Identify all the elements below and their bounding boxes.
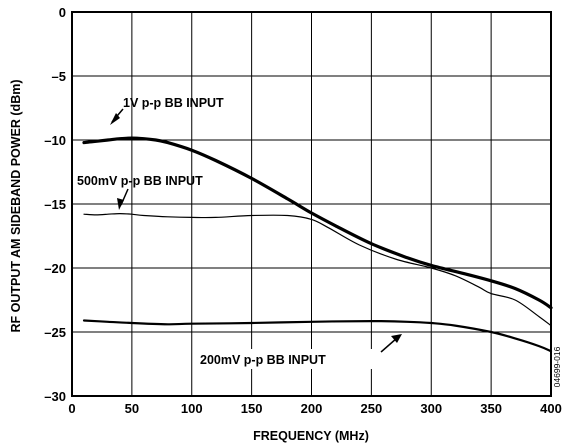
y-tick-label: –10 — [44, 133, 66, 148]
series-line-1 — [82, 136, 553, 310]
x-axis-title: FREQUENCY (MHz) — [253, 429, 369, 443]
x-tick-label: 100 — [181, 401, 203, 416]
annotation-arrow-200mv — [380, 337, 398, 353]
series-line-2 — [83, 213, 552, 327]
x-tick-labels: 0 50 100 150 200 250 300 350 400 — [68, 401, 561, 416]
x-tick-label: 400 — [540, 401, 562, 416]
annotation-1v-label: 1V p-p BB INPUT — [123, 96, 224, 110]
x-tick-label: 0 — [68, 401, 75, 416]
annotation-200mv-label: 200mV p-p BB INPUT — [200, 353, 326, 367]
annotation-500mv-label: 500mV p-p BB INPUT — [77, 174, 203, 188]
annotation-arrowhead-1v — [110, 113, 120, 125]
x-tick-label: 50 — [125, 401, 139, 416]
x-tick-label: 200 — [301, 401, 323, 416]
y-axis-title: RF OUTPUT AM SIDEBAND POWER (dBm) — [9, 80, 23, 333]
y-tick-label: –20 — [44, 261, 66, 276]
x-tick-label: 150 — [241, 401, 263, 416]
x-tick-label: 300 — [420, 401, 442, 416]
figure-id: 04699-016 — [552, 346, 562, 387]
series-line-3 — [82, 319, 553, 353]
grid-lines — [71, 11, 552, 397]
y-tick-label: 0 — [59, 5, 66, 20]
x-tick-label: 250 — [361, 401, 383, 416]
annotation-arrowhead-200mv — [391, 334, 402, 343]
annotation-arrowhead-500mv — [117, 198, 124, 210]
y-tick-label: –30 — [44, 389, 66, 404]
y-tick-labels: 0 –5 –10 –15 –20 –25 –30 — [44, 5, 66, 404]
annotation-200mv-bg — [195, 349, 382, 369]
y-tick-label: –15 — [44, 197, 66, 212]
plot-frame — [71, 11, 552, 397]
y-tick-label: –5 — [52, 69, 66, 84]
data-curves — [82, 136, 553, 353]
x-tick-label: 350 — [480, 401, 502, 416]
y-tick-label: –25 — [44, 325, 66, 340]
